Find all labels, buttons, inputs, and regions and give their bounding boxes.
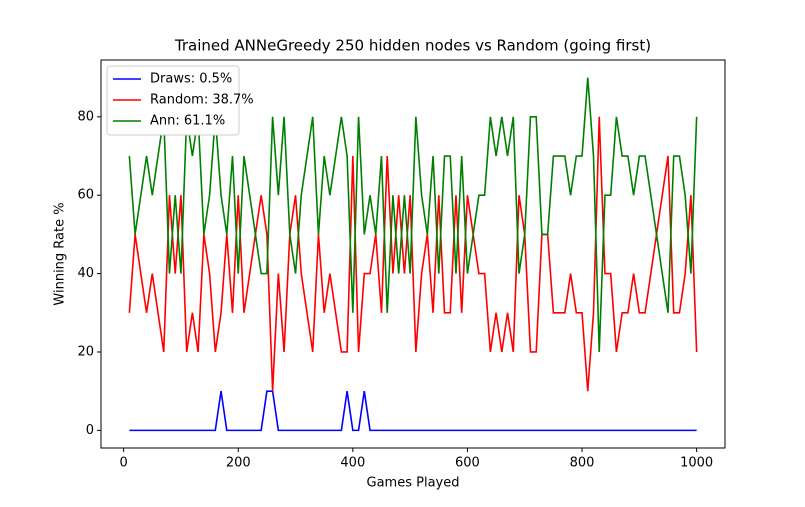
- x-tick-label: 1000: [680, 456, 713, 471]
- legend-label: Random: 38.7%: [150, 93, 254, 108]
- series-line: [129, 390, 697, 432]
- y-tick-label: 0: [86, 423, 94, 438]
- y-tick-label: 40: [77, 266, 94, 281]
- y-tick-label: 60: [77, 188, 94, 203]
- legend-label: Draws: 0.5%: [150, 72, 232, 87]
- x-tick-label: 200: [226, 456, 251, 471]
- x-tick-label: 0: [119, 456, 127, 471]
- x-axis-label: Games Played: [367, 476, 460, 491]
- x-tick-label: 400: [340, 456, 365, 471]
- legend-label: Ann: 61.1%: [150, 114, 225, 129]
- plot-frame: [100, 59, 726, 449]
- series-line: [128, 77, 698, 353]
- legend-box: [106, 65, 240, 136]
- y-tick-label: 20: [77, 344, 94, 359]
- x-tick-label: 800: [570, 456, 595, 471]
- legend: Draws: 0.5% Random: 38.7% Ann: 61.1%: [106, 65, 254, 136]
- series-line: [128, 116, 698, 392]
- y-axis-label: Winning Rate %: [53, 202, 68, 305]
- x-tick-label: 600: [455, 456, 480, 471]
- chart-title: Trained ANNeGreedy 250 hidden nodes vs R…: [174, 37, 651, 55]
- y-tick-label: 80: [77, 109, 94, 124]
